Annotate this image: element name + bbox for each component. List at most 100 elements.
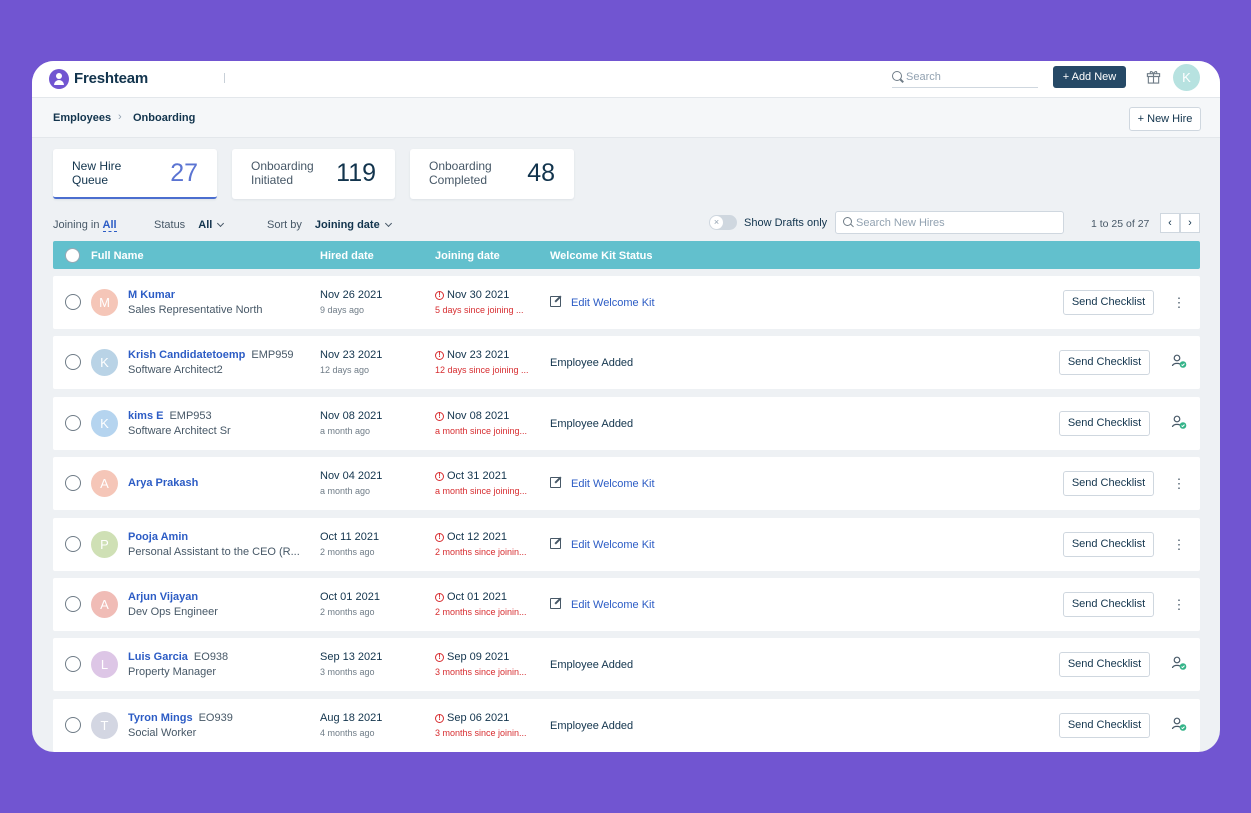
- employee-name[interactable]: Luis Garcia: [128, 651, 188, 663]
- row-select-radio[interactable]: [65, 294, 81, 310]
- edit-welcome-kit-label: Edit Welcome Kit: [571, 478, 655, 490]
- stat-value: 27: [170, 159, 198, 187]
- send-checklist-button[interactable]: Send Checklist: [1063, 592, 1154, 617]
- add-new-button[interactable]: + Add New: [1053, 66, 1126, 88]
- prev-page-button[interactable]: ‹: [1160, 213, 1180, 233]
- global-search[interactable]: [892, 68, 1038, 88]
- send-checklist-button[interactable]: Send Checklist: [1059, 652, 1150, 677]
- row-select-radio[interactable]: [65, 415, 81, 431]
- send-checklist-button[interactable]: Send Checklist: [1063, 471, 1154, 496]
- edit-welcome-kit-link[interactable]: Edit Welcome Kit: [550, 537, 655, 551]
- stat-onboarding-initiated[interactable]: Onboarding Initiated 119: [232, 149, 395, 199]
- edit-icon: [550, 598, 561, 609]
- stat-new-hire-queue[interactable]: New Hire Queue 27: [53, 149, 217, 199]
- column-hired-date[interactable]: Hired date: [320, 250, 374, 262]
- drafts-toggle[interactable]: [709, 215, 737, 230]
- joining-in-value[interactable]: All: [102, 219, 117, 232]
- joining-in-filter[interactable]: Joining in All: [53, 219, 117, 232]
- joining-date: ! Nov 23 2021: [435, 349, 509, 361]
- table-row[interactable]: A Arjun Vijayan Dev Ops Engineer Oct 01 202…: [53, 578, 1200, 631]
- employee-name[interactable]: M Kumar: [128, 289, 176, 301]
- more-options-icon[interactable]: ⋮: [1172, 537, 1186, 552]
- search-new-hires[interactable]: [835, 211, 1064, 234]
- avatar: K: [91, 410, 118, 437]
- employee-role: Software Architect Sr: [128, 425, 231, 437]
- send-checklist-button[interactable]: Send Checklist: [1063, 532, 1154, 557]
- row-select-radio[interactable]: [65, 536, 81, 552]
- employee-name-line: M Kumar: [128, 289, 175, 301]
- employee-name-line: Luis Garcia EO938: [128, 651, 228, 663]
- edit-welcome-kit-link[interactable]: Edit Welcome Kit: [550, 597, 655, 611]
- employee-role: Dev Ops Engineer: [128, 606, 218, 618]
- alert-icon: !: [435, 472, 444, 481]
- person-check-icon[interactable]: [1171, 655, 1187, 671]
- freshteam-logo-icon[interactable]: [49, 69, 69, 89]
- send-checklist-button[interactable]: Send Checklist: [1063, 290, 1154, 315]
- employee-name[interactable]: kims E: [128, 410, 164, 422]
- avatar: K: [91, 349, 118, 376]
- joining-date: ! Nov 30 2021: [435, 289, 509, 301]
- joining-since: a month since joining...: [435, 486, 528, 496]
- sort-label: Sort by: [267, 219, 302, 231]
- app-window: Freshteam + Add New K Employees › Onboar…: [32, 61, 1220, 752]
- more-options-icon[interactable]: ⋮: [1172, 597, 1186, 612]
- stat-onboarding-completed[interactable]: Onboarding Completed 48: [410, 149, 574, 199]
- more-options-icon[interactable]: ⋮: [1172, 295, 1186, 310]
- hired-date: Nov 08 2021: [320, 410, 383, 422]
- column-welcome-kit-status[interactable]: Welcome Kit Status: [550, 250, 653, 262]
- employee-name[interactable]: Pooja Amin: [128, 531, 189, 543]
- row-select-radio[interactable]: [65, 656, 81, 672]
- more-options-icon[interactable]: ⋮: [1172, 476, 1186, 491]
- app-name[interactable]: Freshteam: [74, 70, 149, 87]
- table-row[interactable]: P Pooja Amin Personal Assistant to the CEO…: [53, 518, 1200, 571]
- employee-name-line: Arya Prakash: [128, 477, 198, 489]
- edit-welcome-kit-link[interactable]: Edit Welcome Kit: [550, 295, 655, 309]
- person-check-icon[interactable]: [1171, 353, 1187, 369]
- row-select-radio[interactable]: [65, 475, 81, 491]
- employee-role: Software Architect2: [128, 364, 223, 376]
- row-select-radio[interactable]: [65, 596, 81, 612]
- table-row[interactable]: K Krish Candidatetoemp EMP959 Software Arch…: [53, 336, 1200, 389]
- status-label: Status: [154, 219, 186, 231]
- sort-filter[interactable]: Sort by Joining date: [267, 219, 392, 231]
- employee-id: EMP959: [251, 349, 294, 361]
- row-select-radio[interactable]: [65, 717, 81, 733]
- send-checklist-button[interactable]: Send Checklist: [1059, 350, 1150, 375]
- joining-since: 12 days since joining ...: [435, 365, 529, 375]
- employee-name[interactable]: Krish Candidatetoemp: [128, 349, 246, 361]
- person-check-icon[interactable]: [1171, 716, 1187, 732]
- employee-name[interactable]: Arya Prakash: [128, 477, 199, 489]
- select-all-radio[interactable]: [65, 248, 80, 263]
- status-value[interactable]: All: [198, 219, 213, 231]
- search-new-hires-input[interactable]: [856, 215, 1056, 230]
- edit-welcome-kit-link[interactable]: Edit Welcome Kit: [550, 476, 655, 490]
- gift-icon[interactable]: [1146, 69, 1161, 84]
- hired-ago: 4 months ago: [320, 728, 375, 738]
- user-avatar[interactable]: K: [1173, 64, 1200, 91]
- next-page-button[interactable]: ›: [1180, 213, 1200, 233]
- column-joining-date[interactable]: Joining date: [435, 250, 500, 262]
- send-checklist-button[interactable]: Send Checklist: [1059, 713, 1150, 738]
- table-row[interactable]: A Arya Prakash Nov 04 2021 a month ago! Oct …: [53, 457, 1200, 510]
- edit-icon: [550, 296, 561, 307]
- table-row[interactable]: M M Kumar Sales Representative North Nov 26…: [53, 276, 1200, 329]
- breadcrumb-employees[interactable]: Employees: [53, 112, 112, 124]
- avatar: T: [91, 712, 118, 739]
- new-hire-button[interactable]: + New Hire: [1129, 107, 1201, 131]
- global-search-input[interactable]: [906, 69, 1034, 85]
- breadcrumb-separator: ›: [118, 111, 122, 123]
- status-filter[interactable]: Status All: [154, 219, 225, 231]
- employee-name[interactable]: Tyron Mings: [128, 712, 193, 724]
- send-checklist-button[interactable]: Send Checklist: [1059, 411, 1150, 436]
- column-full-name[interactable]: Full Name: [91, 250, 144, 262]
- employee-name[interactable]: Arjun Vijayan: [128, 591, 199, 603]
- row-select-radio[interactable]: [65, 354, 81, 370]
- table-row[interactable]: L Luis Garcia EO938 Property Manager Sep 13 …: [53, 638, 1200, 691]
- sort-value[interactable]: Joining date: [314, 219, 380, 231]
- hired-date: Oct 11 2021: [320, 531, 380, 543]
- table-row[interactable]: T Tyron Mings EO939 Social Worker Aug 18 202…: [53, 699, 1200, 752]
- hired-ago: a month ago: [320, 426, 371, 436]
- hired-ago: 12 days ago: [320, 365, 370, 375]
- person-check-icon[interactable]: [1171, 414, 1187, 430]
